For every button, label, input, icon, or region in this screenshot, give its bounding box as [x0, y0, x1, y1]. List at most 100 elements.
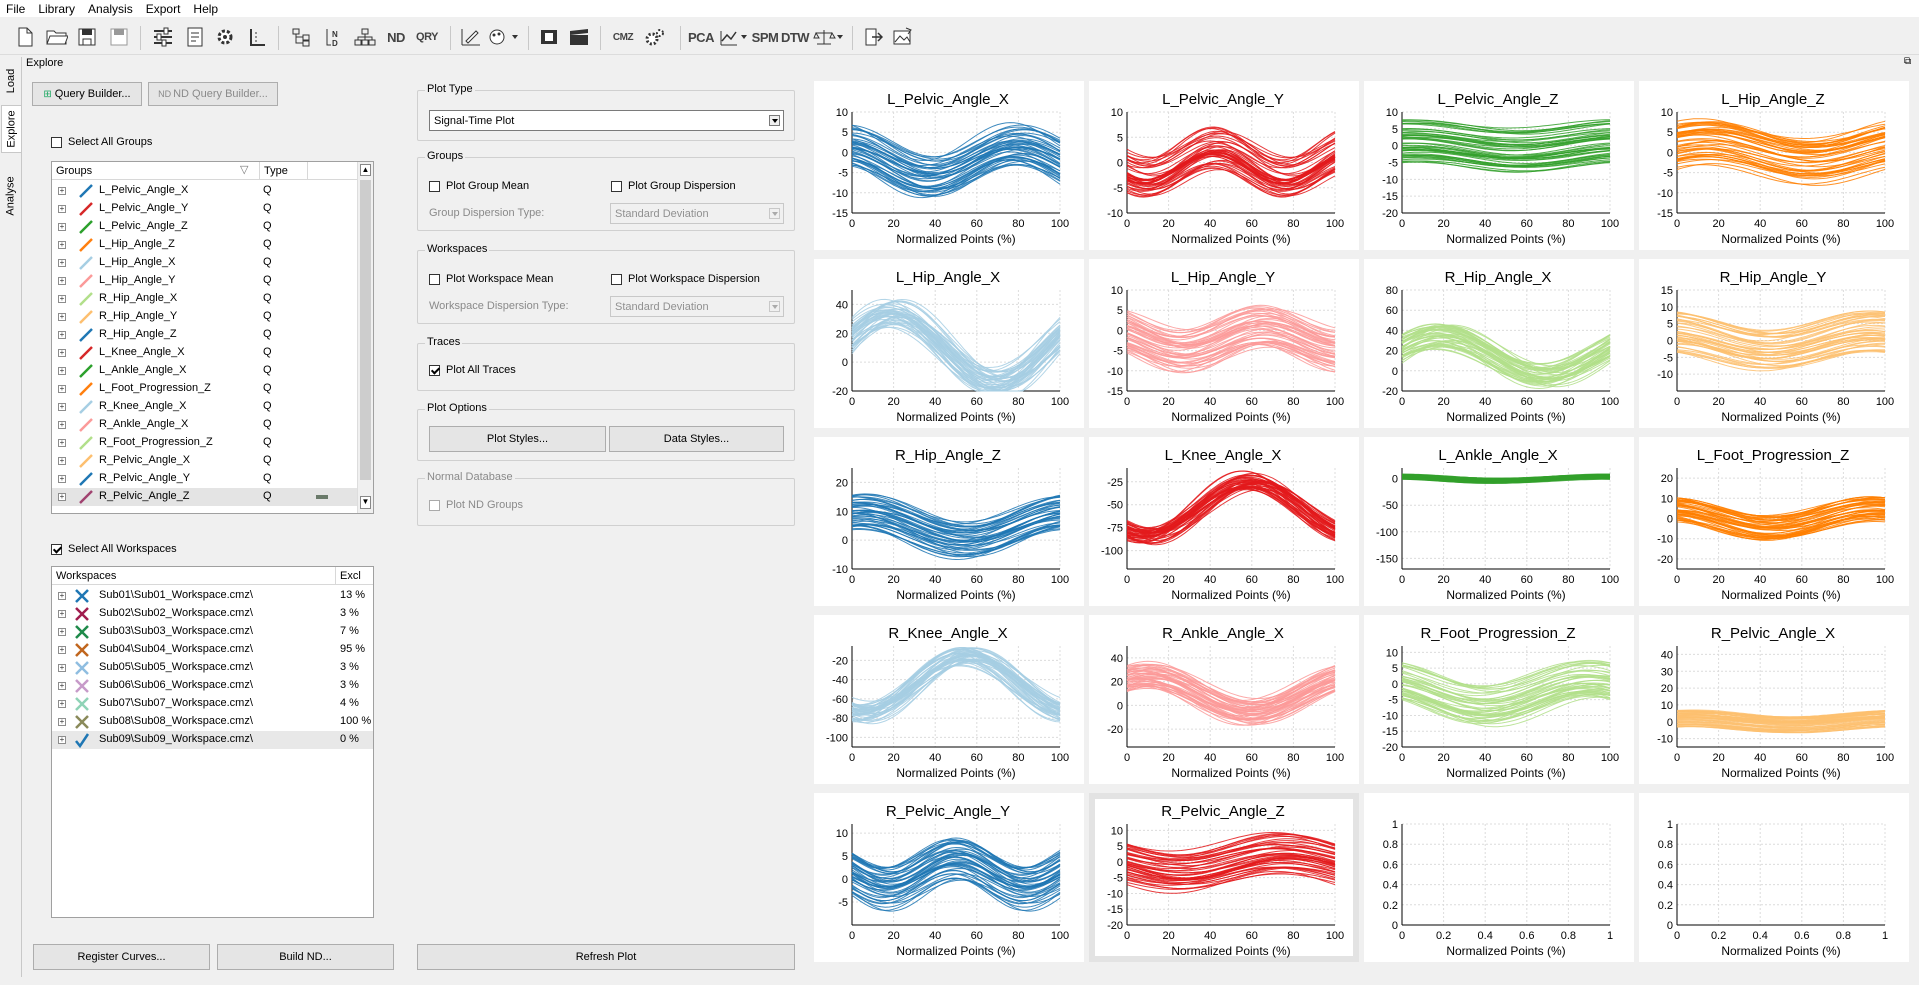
- group-row[interactable]: + L_Pelvic_Angle_Y Q: [52, 200, 357, 218]
- expand-icon[interactable]: +: [58, 492, 66, 501]
- chart-panel[interactable]: 0 20 40 60 80 100 -5 0 5 10 R_Pelvic_Angle_Y Normal…: [814, 793, 1084, 962]
- line-chart-dropdown-icon[interactable]: [718, 24, 750, 50]
- expand-icon[interactable]: +: [58, 438, 66, 447]
- type-column-header[interactable]: Type: [264, 165, 288, 177]
- workspace-row[interactable]: + Sub08\Sub08_Workspace.cmz\ 100 %: [52, 713, 373, 731]
- chart-panel[interactable]: 0 20 40 60 80 100 -20 -10 0 10 20 L_Foot_Progressio…: [1639, 437, 1909, 606]
- workspace-dispersion-type-select[interactable]: Standard Deviation: [610, 296, 784, 317]
- group-row[interactable]: + L_Foot_Progression_Z Q: [52, 380, 357, 398]
- plot-all-traces-checkbox[interactable]: Plot All Traces: [429, 364, 516, 376]
- chart-panel[interactable]: 0 20 40 60 80 100 -10 0 10 20 R_Hip_Angle_Z Normali…: [814, 437, 1084, 606]
- workspace-row[interactable]: + Sub02\Sub02_Workspace.cmz\ 3 %: [52, 605, 373, 623]
- workspace-row[interactable]: + Sub07\Sub07_Workspace.cmz\ 4 %: [52, 695, 373, 713]
- expand-icon[interactable]: +: [58, 609, 66, 618]
- chart-panel[interactable]: 0 20 40 60 80 100 -20 0 20 40 L_Hip_Angle_X Normali…: [814, 259, 1084, 428]
- group-dispersion-type-select[interactable]: Standard Deviation: [610, 203, 784, 224]
- chart-panel[interactable]: 0 20 40 60 80 100 -15 -10 -5 0 5 10 L_Hip_Angle_Z Nor…: [1639, 81, 1909, 250]
- group-row[interactable]: + L_Hip_Angle_Z Q: [52, 236, 357, 254]
- spm-icon[interactable]: SPM: [751, 29, 779, 45]
- group-row[interactable]: + L_Hip_Angle_Y Q: [52, 272, 357, 290]
- group-row[interactable]: + R_Hip_Angle_X Q: [52, 290, 357, 308]
- gear-icon[interactable]: [212, 24, 238, 50]
- chart-panel[interactable]: 0 20 40 60 80 100 -100 -75 -50 -25 L_Knee_Angle_X N…: [1089, 437, 1359, 606]
- expand-icon[interactable]: +: [58, 186, 66, 195]
- expand-icon[interactable]: +: [58, 591, 66, 600]
- expand-icon[interactable]: +: [58, 663, 66, 672]
- group-row[interactable]: + R_Foot_Progression_Z Q: [52, 434, 357, 452]
- nd-query-builder-button[interactable]: ND ND Query Builder...: [148, 82, 278, 106]
- workspace-row[interactable]: + Sub04\Sub04_Workspace.cmz\ 95 %: [52, 641, 373, 659]
- expand-icon[interactable]: +: [58, 276, 66, 285]
- build-nd-button[interactable]: Build ND...: [217, 944, 394, 970]
- menu-analysis[interactable]: Analysis: [88, 1, 133, 16]
- scroll-up-icon[interactable]: ▲: [360, 164, 371, 176]
- expand-icon[interactable]: +: [58, 717, 66, 726]
- balance-dropdown-icon[interactable]: [812, 24, 846, 50]
- groups-scrollbar[interactable]: ▲ ▼: [357, 162, 373, 513]
- expand-icon[interactable]: +: [58, 384, 66, 393]
- group-row[interactable]: + R_Ankle_Angle_X Q: [52, 416, 357, 434]
- menu-file[interactable]: File: [6, 1, 26, 16]
- restore-icon[interactable]: ⧉: [1904, 56, 1912, 67]
- expand-icon[interactable]: +: [58, 222, 66, 231]
- expand-icon[interactable]: +: [58, 366, 66, 375]
- expand-icon[interactable]: +: [58, 294, 66, 303]
- hierarchy-icon[interactable]: [352, 24, 378, 50]
- expand-icon[interactable]: +: [58, 681, 66, 690]
- gears-icon[interactable]: [642, 24, 668, 50]
- chart-panel[interactable]: 0 20 40 60 80 100 -15 -10 -5 0 5 10 L_Pelvic_Angle_X…: [814, 81, 1084, 250]
- group-row[interactable]: + L_Knee_Angle_X Q: [52, 344, 357, 362]
- plot-workspace-dispersion-checkbox[interactable]: Plot Workspace Dispersion: [611, 273, 760, 285]
- group-row[interactable]: + R_Knee_Angle_X Q: [52, 398, 357, 416]
- expand-icon[interactable]: +: [58, 420, 66, 429]
- group-row[interactable]: + L_Ankle_Angle_X Q: [52, 362, 357, 380]
- plot-workspace-mean-checkbox[interactable]: Plot Workspace Mean: [429, 273, 553, 285]
- expand-icon[interactable]: +: [58, 240, 66, 249]
- refresh-plot-button[interactable]: Refresh Plot: [417, 944, 795, 970]
- plot-nd-groups-checkbox[interactable]: Plot ND Groups: [429, 499, 523, 511]
- workspace-row[interactable]: + Sub03\Sub03_Workspace.cmz\ 7 %: [52, 623, 373, 641]
- chart-panel[interactable]: 0 20 40 60 80 100 -15 -10 -5 0 5 10 L_Hip_Angle_Y Nor…: [1089, 259, 1359, 428]
- save-as-icon[interactable]: [106, 24, 132, 50]
- palette-dropdown-icon[interactable]: [486, 24, 522, 50]
- expand-icon[interactable]: +: [58, 204, 66, 213]
- plot-styles-button[interactable]: Plot Styles...: [429, 426, 606, 452]
- chart-panel[interactable]: 0 20 40 60 80 100 -20 -15 -10 -5 0 5 10 R_Foot_Progre…: [1364, 615, 1634, 784]
- menu-export[interactable]: Export: [145, 1, 181, 16]
- save-icon[interactable]: [74, 24, 100, 50]
- group-row[interactable]: + R_Hip_Angle_Z Q: [52, 326, 357, 344]
- plot-type-select[interactable]: Signal-Time Plot: [429, 110, 784, 131]
- chart-panel[interactable]: 0 20 40 60 80 100 -10 0 10 20 30 40 R_Pelvic_Angle_X…: [1639, 615, 1909, 784]
- expand-icon[interactable]: +: [58, 258, 66, 267]
- plot-group-dispersion-checkbox[interactable]: Plot Group Dispersion: [611, 180, 736, 192]
- expand-icon[interactable]: +: [58, 456, 66, 465]
- group-row[interactable]: + R_Pelvic_Angle_Z Q: [52, 488, 357, 506]
- plot-group-mean-checkbox[interactable]: Plot Group Mean: [429, 180, 529, 192]
- group-row[interactable]: + R_Hip_Angle_Y Q: [52, 308, 357, 326]
- menu-help[interactable]: Help: [193, 1, 219, 16]
- group-row[interactable]: + L_Hip_Angle_X Q: [52, 254, 357, 272]
- group-row[interactable]: + L_Pelvic_Angle_X Q: [52, 182, 357, 200]
- pca-icon[interactable]: PCA: [688, 29, 714, 45]
- workspace-row[interactable]: + Sub06\Sub06_Workspace.cmz\ 3 %: [52, 677, 373, 695]
- expand-icon[interactable]: +: [58, 735, 66, 744]
- ruler-icon[interactable]: [244, 24, 270, 50]
- expand-icon[interactable]: +: [58, 474, 66, 483]
- chart-panel[interactable]: 0 0.2 0.4 0.6 0.8 1 0 0.2 0.4 0.6 0.8 1 Normalized P…: [1364, 793, 1634, 962]
- document-settings-icon[interactable]: [182, 24, 208, 50]
- data-styles-button[interactable]: Data Styles...: [609, 426, 784, 452]
- select-all-groups-checkbox[interactable]: Select All Groups: [51, 136, 152, 148]
- expand-icon[interactable]: +: [58, 627, 66, 636]
- chart-panel[interactable]: 0 20 40 60 80 100 -10 -5 0 5 10 15 R_Hip_Angle_Y Norm…: [1639, 259, 1909, 428]
- qry-icon[interactable]: QRY: [416, 31, 438, 43]
- tab-explore[interactable]: Explore: [1, 105, 21, 153]
- expand-icon[interactable]: +: [58, 312, 66, 321]
- open-folder-icon[interactable]: [44, 24, 70, 50]
- scroll-thumb[interactable]: [360, 180, 371, 480]
- workspace-row[interactable]: + Sub01\Sub01_Workspace.cmz\ 13 %: [52, 587, 373, 605]
- expand-icon[interactable]: +: [58, 645, 66, 654]
- chart-panel[interactable]: 0 20 40 60 80 100 -20 -15 -10 -5 0 5 10 L_Pelvic_Angl…: [1364, 81, 1634, 250]
- workspaces-column-header[interactable]: Workspaces: [56, 570, 117, 582]
- expand-icon[interactable]: +: [58, 402, 66, 411]
